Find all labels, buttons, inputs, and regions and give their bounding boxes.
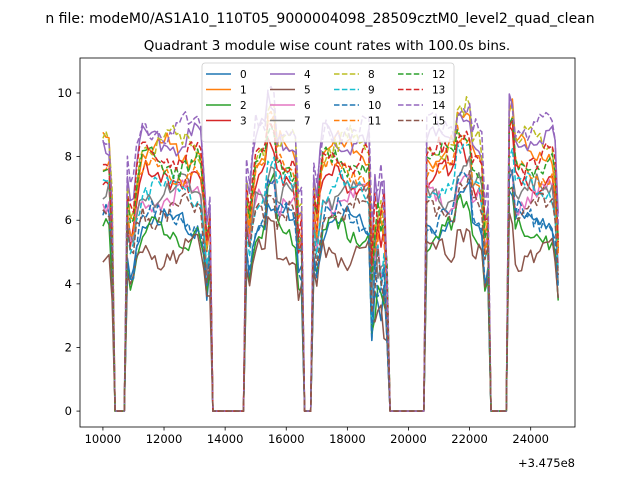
series-line-10 xyxy=(102,169,559,412)
y-tick-label: 8 xyxy=(65,150,72,164)
legend-label-4: 4 xyxy=(304,69,311,81)
x-tick-label: 10000 xyxy=(85,432,122,446)
x-tick-label: 18000 xyxy=(329,432,366,446)
legend-label-12: 12 xyxy=(432,69,445,81)
legend-label-13: 13 xyxy=(432,85,445,97)
legend-label-11: 11 xyxy=(368,116,381,128)
legend-box xyxy=(201,62,455,143)
legend-label-9: 9 xyxy=(368,85,375,97)
legend-label-3: 3 xyxy=(240,116,247,128)
x-tick-label: 14000 xyxy=(207,432,244,446)
legend-label-7: 7 xyxy=(304,116,311,128)
chart-title: Quadrant 3 module wise count rates with … xyxy=(144,38,510,54)
x-tick-label: 24000 xyxy=(512,432,549,446)
series-line-9 xyxy=(102,142,559,412)
x-tick-label: 22000 xyxy=(451,432,488,446)
legend-label-14: 14 xyxy=(432,100,446,112)
legend-label-5: 5 xyxy=(304,85,311,97)
legend-label-15: 15 xyxy=(432,116,445,128)
y-tick-label: 6 xyxy=(65,213,72,227)
legend-label-1: 1 xyxy=(240,85,247,97)
series-line-13 xyxy=(102,120,559,412)
axes-layer: 10000 12000 14000 16000 18000 20000 22000 24000… xyxy=(57,57,576,446)
y-tick-label: 0 xyxy=(65,404,72,418)
legend-label-8: 8 xyxy=(368,69,375,81)
y-tick-label: 4 xyxy=(65,277,72,291)
legend-label-6: 6 xyxy=(304,100,311,112)
x-tick-label: 20000 xyxy=(390,432,427,446)
y-tick-label: 2 xyxy=(65,340,72,354)
series-line-5 xyxy=(102,211,559,412)
legend-label-10: 10 xyxy=(368,100,381,112)
x-axis-offset-label: +3.475e8 xyxy=(518,456,575,470)
y-tick-label: 10 xyxy=(57,86,72,100)
legend-label-2: 2 xyxy=(240,100,247,112)
legend-label-0: 0 xyxy=(240,69,247,81)
x-tick-label: 16000 xyxy=(268,432,305,446)
plot-frame xyxy=(79,57,576,428)
figure-title: n file: modeM0/AS1A10_110T05_9000004098_… xyxy=(45,11,594,27)
series-line-15 xyxy=(102,170,559,412)
series-layer xyxy=(102,85,559,412)
x-tick-label: 12000 xyxy=(146,432,183,446)
